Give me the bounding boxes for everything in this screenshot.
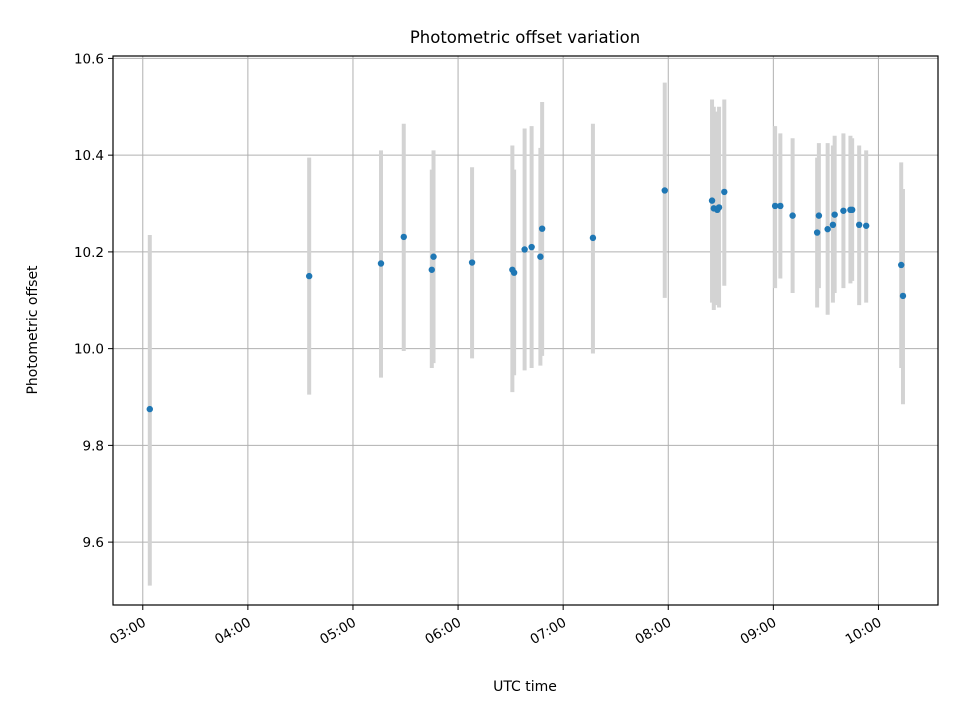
chart-title: Photometric offset variation <box>410 28 640 47</box>
data-point <box>589 234 597 242</box>
data-point <box>777 202 784 210</box>
data-point <box>855 221 863 229</box>
data-point <box>899 292 907 300</box>
data-point <box>510 269 518 276</box>
axis-ticks <box>108 57 879 610</box>
y-tick-labels: 9.6 9.8 10.0 10.2 10.4 10.6 <box>74 51 104 551</box>
y-tick-label: 9.6 <box>83 535 104 551</box>
data-point <box>771 202 779 210</box>
y-tick-label: 9.8 <box>83 438 104 454</box>
data-point <box>146 405 153 413</box>
data-point <box>715 204 723 211</box>
data-point <box>848 206 856 214</box>
y-axis-title: Photometric offset <box>25 265 41 395</box>
data-point <box>824 225 831 233</box>
data-point <box>813 229 821 236</box>
data-point <box>831 211 838 218</box>
data-point <box>468 259 476 266</box>
data-point <box>305 272 313 280</box>
x-axis-title: UTC time <box>493 679 557 695</box>
data-point <box>521 246 528 253</box>
y-tick-label: 10.2 <box>74 245 104 261</box>
data-point <box>840 207 847 214</box>
data-point <box>815 212 823 219</box>
data-point <box>708 197 716 204</box>
data-point <box>428 266 435 273</box>
data-point <box>400 233 407 241</box>
data-point <box>789 212 796 219</box>
data-point <box>829 221 837 229</box>
data-point <box>537 253 544 260</box>
plot-frame <box>112 55 939 606</box>
data-point <box>377 260 385 267</box>
data-point <box>898 261 905 269</box>
y-tick-label: 10.6 <box>74 51 104 67</box>
y-tick-label: 10.4 <box>74 148 104 164</box>
data-point <box>862 222 870 229</box>
y-tick-label: 10.0 <box>74 342 104 358</box>
data-points <box>146 187 907 413</box>
data-point <box>528 243 535 251</box>
data-point <box>430 253 437 260</box>
data-point <box>538 225 546 232</box>
data-point <box>721 188 728 196</box>
data-point <box>661 187 668 194</box>
